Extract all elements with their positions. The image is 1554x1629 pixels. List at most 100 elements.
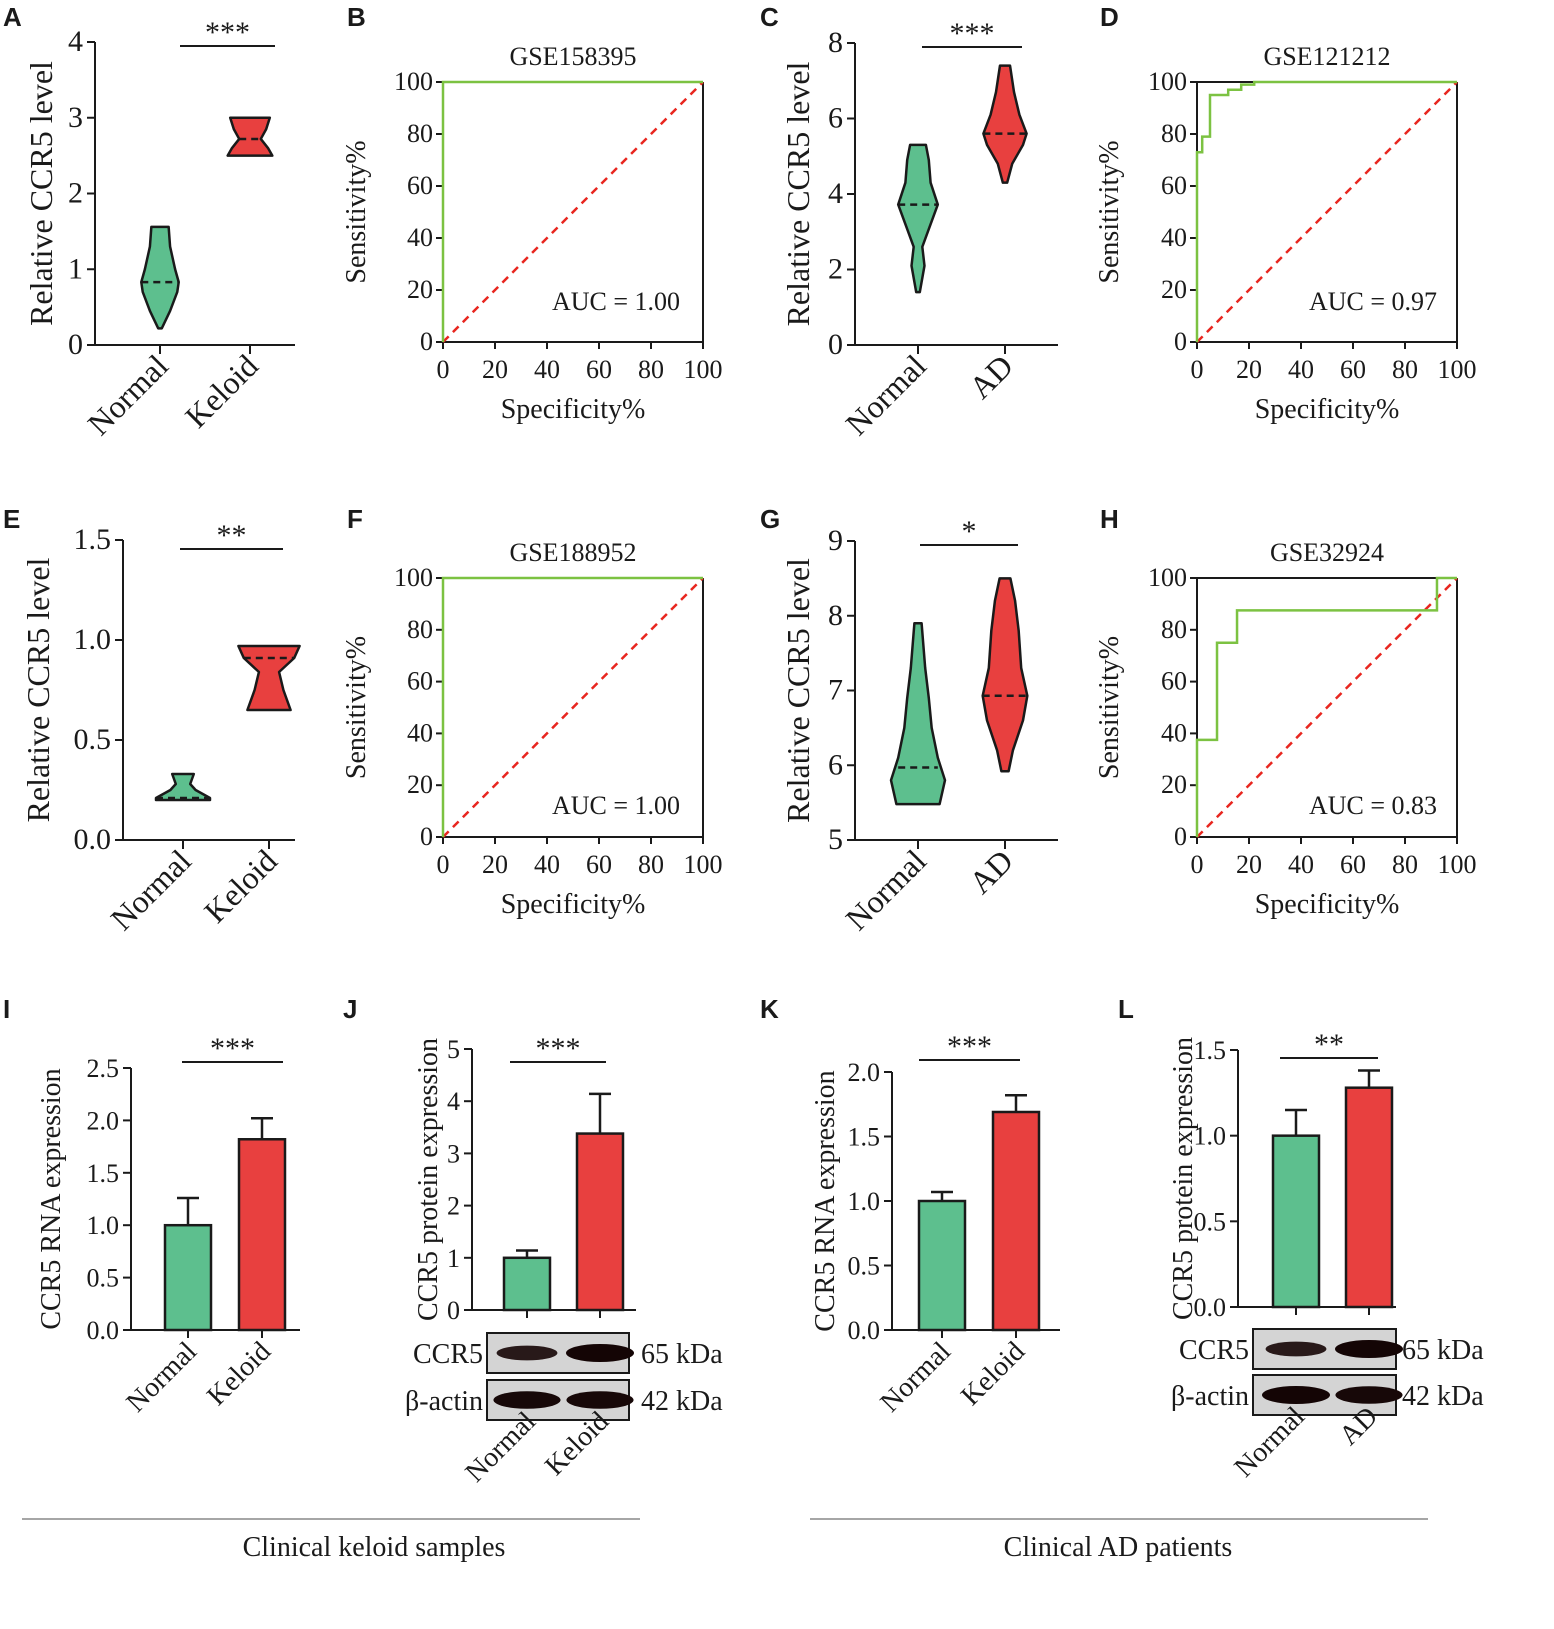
- chart-title: GSE121212: [1263, 42, 1390, 71]
- panel-label: J: [343, 994, 357, 1024]
- y-axis-title: Relative CCR5 level: [780, 61, 816, 326]
- reference-diagonal: [1196, 81, 1458, 343]
- x-tick-label: 20: [482, 850, 508, 879]
- significance-stars: *: [962, 515, 977, 548]
- y-tick-label: 2.0: [87, 1106, 120, 1135]
- panel-label: K: [760, 994, 779, 1024]
- reference-diagonal: [442, 81, 704, 343]
- y-tick-label: 20: [407, 275, 433, 304]
- blot-kda-label: 42 kDa: [641, 1386, 723, 1417]
- y-tick-label: 1.5: [1194, 1036, 1227, 1065]
- y-tick-label: 2: [68, 177, 83, 210]
- y-tick-label: 0: [1174, 327, 1187, 356]
- panel-k: K 0.0 0.5 1.0 1.5 2.0 *** CCR5 RNA expression No…: [760, 994, 1060, 1418]
- x-category-label: Keloid: [955, 1336, 1031, 1412]
- panel-c: C 0 2 4 6 8 Normal AD *** Relative CCR5 level: [760, 2, 1058, 442]
- y-tick-label: 100: [394, 67, 433, 96]
- x-category-label: Normal: [103, 842, 198, 937]
- y-tick-label: 60: [1161, 171, 1187, 200]
- y-axis-title: Sensitivity%: [1094, 140, 1125, 283]
- x-axis-title: Specificity%: [1255, 394, 1400, 425]
- significance-stars: ***: [205, 16, 250, 49]
- panel-b: B 00 20 20 40 40 60 60 80 80 100 100 GSE158395 AUC = …: [341, 2, 723, 425]
- blot-row-label: CCR5: [413, 1339, 483, 1370]
- x-axis-title: Specificity%: [1255, 889, 1400, 920]
- y-tick-label: 4: [828, 177, 843, 210]
- bar-normal: [917, 1199, 967, 1332]
- blot-band: [1335, 1386, 1403, 1404]
- auc-label: AUC = 1.00: [552, 287, 680, 316]
- panel-l: L 0.0 0.5 1.0 1.5 ** CCR5 protein expression CC…: [1118, 994, 1484, 1483]
- reference-diagonal: [442, 577, 704, 838]
- chart-title: GSE32924: [1270, 538, 1384, 567]
- y-axis-title: Sensitivity%: [341, 140, 372, 283]
- y-tick-label: 100: [394, 563, 433, 592]
- x-tick-label: 80: [1392, 850, 1418, 879]
- y-axis-title: CCR5 RNA expression: [36, 1068, 67, 1329]
- y-tick-label: 0: [68, 328, 83, 361]
- x-category-label: Normal: [875, 1336, 958, 1419]
- blot-row-label: β-actin: [1171, 1381, 1249, 1412]
- blot-band: [566, 1391, 634, 1409]
- x-category-label: Normal: [838, 842, 933, 937]
- y-tick-label: 2.0: [848, 1058, 881, 1087]
- y-tick-label: 0.5: [1194, 1207, 1227, 1236]
- y-axis-title: Sensitivity%: [341, 636, 372, 779]
- y-tick-label: 80: [1161, 615, 1187, 644]
- y-axis-title: Sensitivity%: [1094, 636, 1125, 779]
- reference-diagonal: [1196, 577, 1458, 838]
- y-tick-label: 0: [420, 822, 433, 851]
- footer-right-caption: Clinical AD patients: [1004, 1532, 1233, 1563]
- y-tick-label: 6: [828, 748, 843, 781]
- y-tick-label: 40: [407, 223, 433, 252]
- significance-stars: ***: [210, 1032, 255, 1065]
- blot-row-label: CCR5: [1179, 1335, 1249, 1366]
- panel-label: G: [760, 504, 780, 534]
- y-tick-label: 2: [447, 1192, 460, 1221]
- roc-curve: [441, 80, 703, 342]
- blot-band: [493, 1391, 561, 1409]
- y-tick-label: 3: [68, 101, 83, 134]
- panel-label: D: [1100, 2, 1119, 32]
- panel-j: J 0 1 2 3 4 5 *** CCR5 protein expression CCR5 65 …: [343, 994, 723, 1488]
- significance-stars: ***: [950, 17, 995, 50]
- x-category-label: AD: [962, 842, 1020, 900]
- x-tick-label: 100: [1438, 355, 1477, 384]
- x-tick-label: 40: [534, 850, 560, 879]
- y-axis-title: Relative CCR5 level: [23, 61, 59, 326]
- violin-disease: [226, 116, 274, 157]
- x-tick-label: 0: [1191, 850, 1204, 879]
- panel-label: B: [347, 2, 366, 32]
- y-tick-label: 4: [68, 25, 83, 58]
- footer-left-caption: Clinical keloid samples: [243, 1532, 506, 1563]
- y-tick-label: 0.0: [1194, 1293, 1227, 1322]
- x-tick-label: 0: [437, 355, 450, 384]
- auc-label: AUC = 0.83: [1309, 791, 1437, 820]
- y-tick-label: 0.0: [848, 1316, 881, 1345]
- bar-disease: [1344, 1086, 1394, 1309]
- y-tick-label: 1.5: [848, 1123, 881, 1152]
- y-tick-label: 20: [1161, 275, 1187, 304]
- y-tick-label: 8: [828, 599, 843, 632]
- blot-kda-label: 65 kDa: [1402, 1335, 1484, 1366]
- bar-normal: [163, 1223, 213, 1332]
- y-tick-label: 1.0: [87, 1211, 120, 1240]
- y-tick-label: 6: [828, 102, 843, 135]
- y-axis-title: Relative CCR5 level: [20, 557, 56, 822]
- y-tick-label: 0.5: [848, 1252, 881, 1281]
- x-tick-label: 100: [1438, 850, 1477, 879]
- y-tick-label: 0.0: [74, 823, 112, 856]
- bar-disease: [237, 1138, 287, 1332]
- panel-label: F: [347, 504, 363, 534]
- y-tick-label: 80: [407, 119, 433, 148]
- x-tick-label: 100: [684, 355, 723, 384]
- y-tick-label: 20: [1161, 770, 1187, 799]
- bar-disease: [991, 1110, 1041, 1332]
- blot-band: [566, 1344, 634, 1362]
- panel-label: E: [3, 504, 20, 534]
- y-tick-label: 100: [1148, 563, 1187, 592]
- blot-band: [1262, 1386, 1330, 1404]
- blot-kda-label: 42 kDa: [1402, 1381, 1484, 1412]
- x-tick-label: 20: [1236, 355, 1262, 384]
- x-tick-label: 100: [684, 850, 723, 879]
